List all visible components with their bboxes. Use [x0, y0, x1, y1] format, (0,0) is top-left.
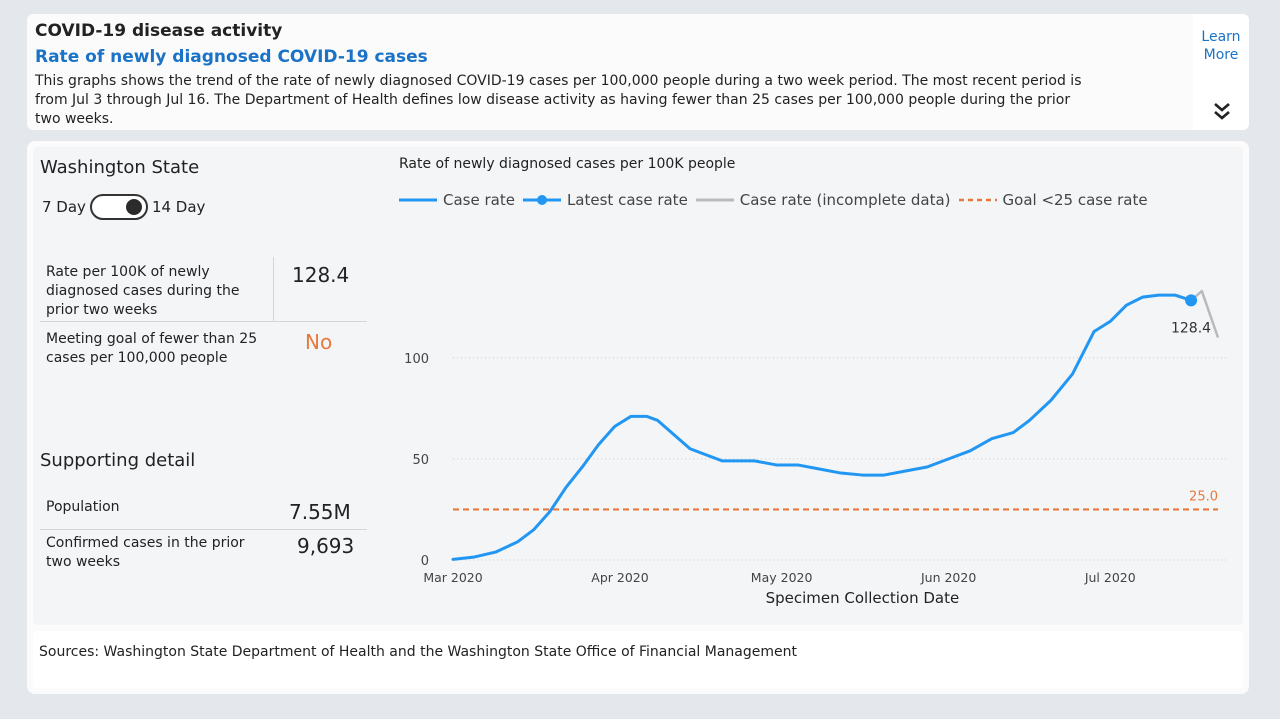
double-chevron-down-icon[interactable]	[1211, 100, 1233, 122]
toggle-right-label: 14 Day	[151, 198, 206, 216]
sources-text: Sources: Washington State Department of …	[39, 644, 797, 660]
stat-label-confirmed: Confirmed cases in the prior two weeks	[46, 535, 245, 570]
stat-row-goal: Meeting goal of fewer than 25 cases per …	[40, 322, 367, 402]
stat-row-population: Population 7.55M	[40, 490, 367, 530]
stat-value-rate: 128.4	[292, 263, 350, 287]
stat-row-rate: Rate per 100K of newly diagnosed cases d…	[40, 257, 367, 322]
region-title: Washington State	[40, 157, 200, 178]
legend-label-latest: Latest case rate	[566, 191, 688, 209]
latest-value-label: 128.4	[1171, 320, 1211, 336]
chart-title: Rate of newly diagnosed cases per 100K p…	[399, 156, 736, 172]
learn-more-panel: Learn More	[1193, 14, 1249, 130]
legend-swatch-goal	[958, 198, 997, 202]
period-toggle[interactable]	[89, 194, 148, 220]
page-subtitle: Rate of newly diagnosed COVID-19 cases	[35, 47, 428, 67]
case-rate-line	[451, 293, 1193, 561]
x-tick-label: Mar 2020	[423, 570, 482, 585]
header-card: COVID-19 disease activity Rate of newly …	[27, 14, 1249, 130]
main-card: Washington State 7 Day 14 Day Rate per 1…	[27, 141, 1249, 694]
legend-swatch-incomplete	[695, 198, 734, 202]
page-description: This graphs shows the trend of the rate …	[35, 73, 1082, 127]
stat-label-goal: Meeting goal of fewer than 25 cases per …	[46, 331, 258, 366]
toggle-left-label: 7 Day	[42, 198, 86, 216]
toggle-knob	[125, 199, 142, 215]
x-tick-label: Jun 2020	[920, 570, 976, 585]
stat-divider	[273, 257, 274, 322]
x-tick-label: May 2020	[751, 570, 813, 585]
stat-value-goal: No	[305, 330, 333, 354]
stat-label-population: Population	[46, 499, 120, 515]
legend-label-goal: Goal <25 case rate	[1002, 191, 1148, 209]
learn-more-line1: Learn	[1201, 29, 1241, 45]
stat-label-rate: Rate per 100K of newly diagnosed cases d…	[46, 264, 240, 318]
case-rate-chart: 0 50 100 Mar 2020 Apr 2020 May 2020 Jun 2020 Ju…	[404, 289, 1228, 607]
x-tick-label: Jul 2020	[1084, 570, 1136, 585]
legend-item-case-rate[interactable]: Case rate	[399, 191, 515, 209]
page-title: COVID-19 disease activity	[35, 21, 283, 41]
latest-case-rate-point	[1185, 294, 1198, 307]
legend-label-incomplete: Case rate (incomplete data)	[739, 191, 951, 209]
stat-value-confirmed: 9,693	[297, 534, 355, 558]
x-axis-title: Specimen Collection Date	[766, 589, 960, 607]
sources-panel: Sources: Washington State Department of …	[33, 631, 1243, 688]
legend-item-incomplete[interactable]: Case rate (incomplete data)	[695, 191, 951, 209]
supporting-detail-title: Supporting detail	[40, 450, 196, 471]
legend-item-latest[interactable]: Latest case rate	[522, 191, 688, 209]
legend-label-case-rate: Case rate	[443, 191, 515, 209]
learn-more-line2: More	[1203, 47, 1239, 63]
key-stats: Rate per 100K of newly diagnosed cases d…	[40, 257, 367, 402]
legend-swatch-latest	[522, 195, 561, 205]
stat-value-population: 7.55M	[289, 500, 351, 524]
learn-more-link[interactable]: Learn More	[1193, 28, 1249, 64]
period-toggle-group: 7 Day 14 Day	[42, 194, 205, 220]
content-panel: Washington State 7 Day 14 Day Rate per 1…	[33, 147, 1243, 625]
chart-legend: Case rate Latest case rate Case rate (in…	[399, 191, 1156, 209]
y-tick-label: 100	[404, 352, 429, 367]
y-tick-label: 0	[421, 554, 429, 569]
legend-swatch-case-rate	[399, 198, 437, 202]
goal-label: 25.0	[1189, 489, 1218, 504]
legend-item-goal[interactable]: Goal <25 case rate	[958, 191, 1148, 209]
supporting-stats: Population 7.55M Confirmed cases in the …	[40, 490, 367, 580]
x-tick-label: Apr 2020	[591, 570, 648, 585]
y-tick-label: 50	[412, 453, 429, 468]
stat-row-confirmed: Confirmed cases in the prior two weeks 9…	[40, 530, 367, 580]
